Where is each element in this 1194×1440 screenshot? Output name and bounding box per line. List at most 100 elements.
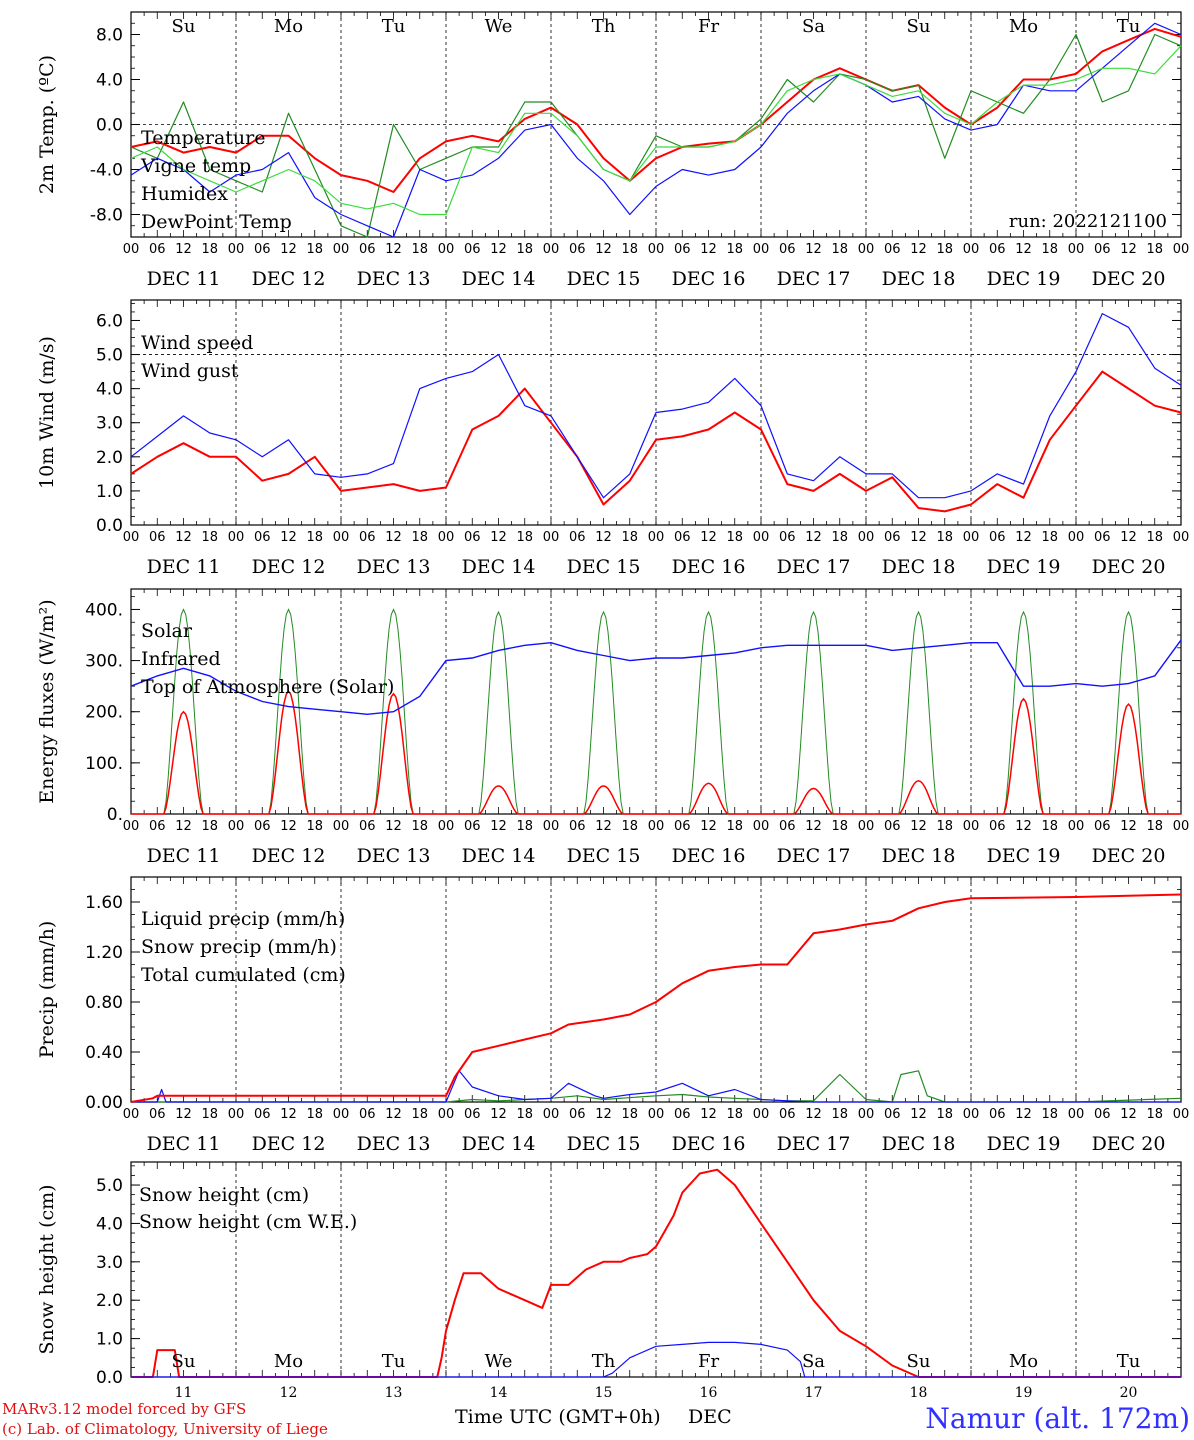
series-line-3 — [130, 893, 1182, 1103]
hour-tick-label: 12 — [385, 819, 402, 834]
date-label: DEC 14 — [462, 556, 536, 578]
weekday-label: Su — [907, 1351, 931, 1372]
hour-tick-label: 00 — [858, 530, 875, 545]
date-label: DEC 13 — [357, 845, 431, 867]
date-label: DEC 17 — [777, 556, 851, 578]
hour-tick-label: 18 — [1146, 1107, 1163, 1122]
hour-tick-label: 00 — [438, 1107, 455, 1122]
hour-tick-label: 18 — [516, 819, 533, 834]
date-label: DEC 18 — [882, 556, 956, 578]
series-line-2 — [131, 1070, 1181, 1103]
solar-line — [131, 690, 1181, 815]
y-tick-label: 0. — [107, 805, 123, 825]
legend-entry: Total cumulated (cm) — [141, 964, 346, 986]
legend-entry: Infrared — [141, 648, 221, 670]
hour-tick-label: 00 — [333, 530, 350, 545]
panel-1: 8.0 4.0 0.0 -4.0 -8.0 2m Temp. (ºC) Su Mo Tu We Th… — [36, 11, 1189, 290]
x-axis-month: DEC — [688, 1406, 732, 1428]
hour-tick-label: 00 — [648, 1107, 665, 1122]
hour-tick-label: 18 — [1041, 819, 1058, 834]
y-tick-label: 4.0 — [96, 380, 123, 400]
hour-tick-label: 12 — [1015, 530, 1032, 545]
hour-tick-label: 06 — [1094, 819, 1111, 834]
hour-tick-label: 06 — [569, 242, 586, 257]
plot-frame — [130, 588, 1182, 815]
hour-tick-label: 00 — [1068, 819, 1085, 834]
hour-tick-label: 00 — [858, 242, 875, 257]
day-number-label: 12 — [280, 1385, 298, 1401]
hour-tick-label: 06 — [1094, 242, 1111, 257]
hour-tick-label: 06 — [1094, 530, 1111, 545]
hour-tick-label: 06 — [989, 819, 1006, 834]
weekday-label: Mo — [1009, 1351, 1038, 1372]
date-label: DEC 20 — [1092, 556, 1166, 578]
weekday-label: We — [485, 16, 513, 37]
day-number-label: 15 — [595, 1385, 613, 1401]
hour-tick-label: 06 — [359, 530, 376, 545]
hour-tick-label: 18 — [936, 242, 953, 257]
date-label: DEC 11 — [147, 845, 221, 867]
hour-tick-label: 06 — [254, 1107, 271, 1122]
hour-tick-label: 12 — [280, 530, 297, 545]
date-label: DEC 19 — [987, 1133, 1061, 1155]
hour-tick-label: 12 — [700, 242, 717, 257]
hour-tick-label: 18 — [201, 530, 218, 545]
hour-tick-label: 06 — [1094, 1107, 1111, 1122]
weekday-label: Fr — [698, 16, 719, 37]
hour-tick-label: 18 — [936, 1107, 953, 1122]
hour-tick-label: 00 — [123, 242, 140, 257]
hour-tick-label: 12 — [1120, 819, 1137, 834]
date-label: DEC 16 — [672, 268, 746, 290]
hour-tick-label: 12 — [595, 242, 612, 257]
date-label: DEC 17 — [777, 845, 851, 867]
infrared-line — [130, 639, 1182, 716]
hour-tick-label: 06 — [464, 242, 481, 257]
hour-tick-label: 18 — [201, 1107, 218, 1122]
hour-tick-label: 12 — [595, 1107, 612, 1122]
hour-tick-label: 12 — [490, 242, 507, 257]
hour-tick-label: 12 — [805, 1107, 822, 1122]
y-tick-label: 3.0 — [96, 1253, 123, 1273]
hour-tick-label: 18 — [936, 819, 953, 834]
hour-tick-label: 18 — [831, 819, 848, 834]
y-tick-label: 4.0 — [96, 1214, 123, 1234]
y-tick-label: 1.0 — [96, 1330, 123, 1350]
hour-tick-label: 00 — [543, 819, 560, 834]
hour-tick-label: 18 — [621, 1107, 638, 1122]
weekday-label: Mo — [274, 1351, 303, 1372]
series-group — [131, 1168, 1181, 1378]
hour-tick-label: 06 — [149, 530, 166, 545]
y-axis-title: 2m Temp. (ºC) — [36, 55, 58, 194]
hour-tick-label: 12 — [910, 1107, 927, 1122]
hour-tick-label: 00 — [1068, 530, 1085, 545]
series-group — [130, 22, 1182, 238]
hour-tick-label: 18 — [306, 242, 323, 257]
hour-tick-label: 00 — [228, 819, 245, 834]
series-line-4 — [130, 45, 1182, 216]
y-tick-label: 1.60 — [85, 893, 123, 913]
hour-tick-label: 00 — [1068, 1107, 1085, 1122]
date-label: DEC 18 — [882, 268, 956, 290]
station-label: Namur (alt. 172m) — [925, 1402, 1190, 1435]
date-label: DEC 20 — [1092, 845, 1166, 867]
hour-tick-label: 18 — [516, 530, 533, 545]
series-line-2 — [130, 33, 1182, 238]
series-line-2 — [130, 313, 1182, 499]
date-label: DEC 15 — [567, 556, 641, 578]
hour-tick-label: 12 — [1120, 530, 1137, 545]
hour-tick-label: 18 — [831, 242, 848, 257]
hour-tick-label: 18 — [831, 1107, 848, 1122]
y-tick-label: 0.80 — [85, 993, 123, 1013]
hour-tick-label: 12 — [805, 819, 822, 834]
legend-entry: Snow height (cm W.E.) — [139, 1211, 357, 1233]
hour-tick-label: 18 — [831, 530, 848, 545]
hour-tick-label: 18 — [726, 530, 743, 545]
hour-tick-label: 06 — [149, 242, 166, 257]
hour-tick-label: 12 — [910, 242, 927, 257]
y-tick-label: 400. — [85, 600, 123, 620]
hour-tick-label: 00 — [963, 819, 980, 834]
date-label: DEC 12 — [252, 1133, 326, 1155]
hour-tick-label: 00 — [1068, 242, 1085, 257]
hour-tick-label: 18 — [936, 530, 953, 545]
